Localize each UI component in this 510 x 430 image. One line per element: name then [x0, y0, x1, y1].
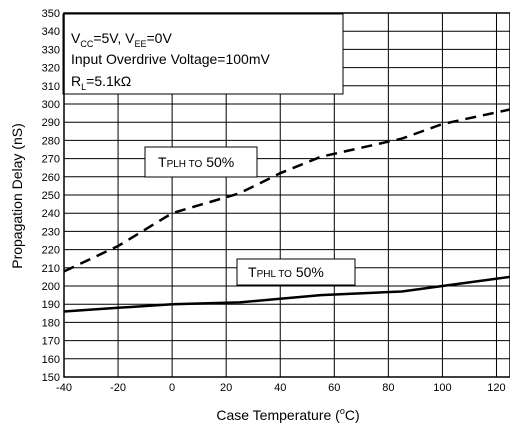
y-tick-label: 180 [42, 317, 60, 329]
legend-tphl-frame [236, 258, 356, 286]
y-tick-label: 250 [42, 190, 60, 202]
y-tick-label: 300 [42, 99, 60, 111]
legend-tplh-label: TPLH TO 50% [158, 154, 234, 170]
legend-tphl-label: TPHL TO 50% [248, 264, 324, 280]
y-tick-label: 280 [42, 135, 60, 147]
y-tick-label: 270 [42, 154, 60, 166]
x-tick-label: 120 [487, 382, 505, 394]
legend-tphl: TPHL TO 50% [236, 258, 356, 286]
x-tick-label: 80 [382, 382, 394, 394]
y-tick-label: 240 [42, 208, 60, 220]
tick-labels: 1501601701801902002102202302402502602702… [42, 8, 506, 394]
plot-frame [63, 12, 510, 378]
series [63, 108, 510, 313]
conditions-box-frame [62, 13, 344, 95]
conditions-box: VCC=5V, VEE=0V Input Overdrive Voltage=1… [62, 13, 344, 95]
y-tick-label: 330 [42, 44, 60, 56]
y-tick-label: 190 [42, 299, 60, 311]
x-tick-label: -40 [56, 382, 72, 394]
y-tick-label: 310 [42, 81, 60, 93]
y-tick-label: 320 [42, 63, 60, 75]
y-tick-label: 170 [42, 336, 60, 348]
y-tick-label: 160 [42, 354, 60, 366]
x-tick-label: -20 [110, 382, 126, 394]
y-axis-title: Propagation Delay (nS) [9, 123, 25, 269]
y-tick-label: 200 [42, 281, 60, 293]
y-tick-label: 230 [42, 226, 60, 238]
y-tick-label: 340 [42, 26, 60, 38]
y-tick-label: 350 [42, 8, 60, 20]
y-tick-label: 260 [42, 172, 60, 184]
x-tick-label: 20 [220, 382, 232, 394]
series-line-tplh [63, 108, 510, 273]
legend-tplh: TPLH TO 50% [144, 146, 258, 178]
condition-load: RL=5.1kΩ [71, 73, 131, 92]
x-tick-label: 100 [433, 382, 451, 394]
series-line-tphl [63, 275, 510, 313]
condition-supply: VCC=5V, VEE=0V [71, 30, 172, 49]
y-tick-label: 290 [42, 117, 60, 129]
y-tick-label: 220 [42, 245, 60, 257]
x-tick-label: 40 [274, 382, 286, 394]
condition-overdrive: Input Overdrive Voltage=100mV [71, 51, 271, 67]
x-tick-label: 0 [169, 382, 175, 394]
x-axis-title: Case Temperature (oC) [216, 406, 359, 423]
legend-tplh-frame [144, 146, 258, 178]
y-tick-label: 150 [42, 372, 60, 384]
x-tick-label: 60 [328, 382, 340, 394]
y-tick-label: 210 [42, 263, 60, 275]
